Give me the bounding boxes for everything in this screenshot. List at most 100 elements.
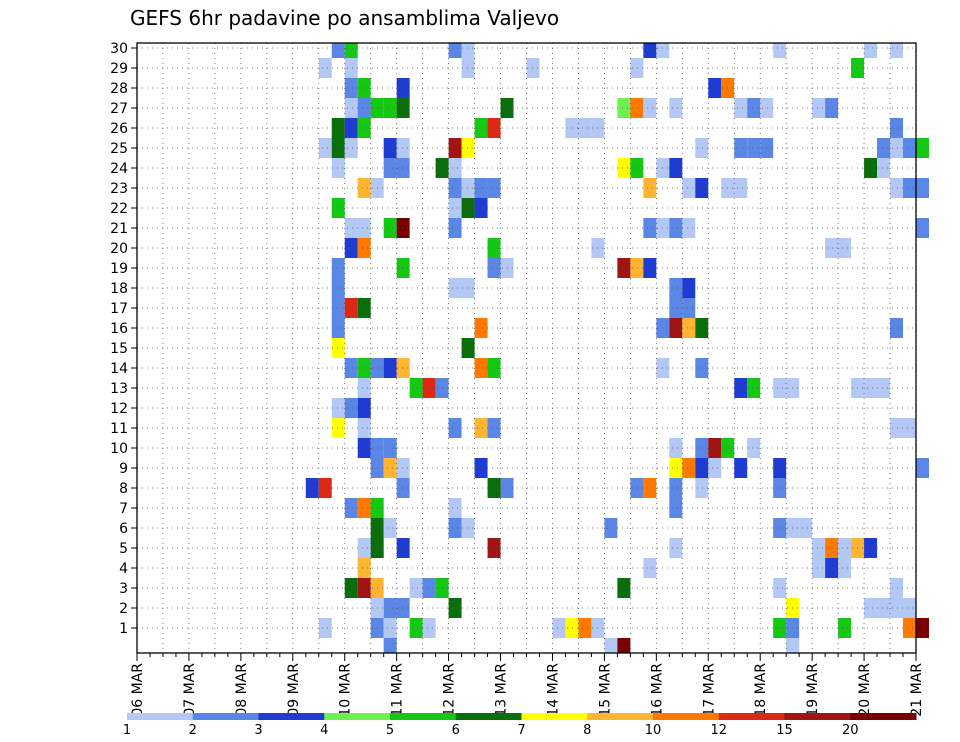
- heatmap-cell: [643, 43, 657, 58]
- heatmap-cell: [734, 178, 748, 198]
- heatmap-cell: [617, 158, 631, 178]
- heatmap-cell: [877, 138, 891, 158]
- y-tick-label: 5: [119, 541, 128, 557]
- heatmap-cell: [396, 538, 410, 558]
- heatmap-cell: [357, 78, 371, 98]
- heatmap-cell: [669, 218, 683, 238]
- heatmap-cell: [318, 138, 332, 158]
- y-tick-label: 30: [110, 41, 128, 57]
- heatmap-cell: [344, 398, 358, 418]
- heatmap-cell: [357, 98, 371, 118]
- heatmap-cell: [903, 138, 916, 158]
- heatmap-cell: [357, 358, 371, 378]
- heatmap-cell: [409, 578, 423, 598]
- heatmap-cell: [890, 118, 904, 138]
- heatmap-cell: [474, 458, 488, 478]
- x-tick-label: 10 MAR: [338, 663, 354, 717]
- heatmap-cell: [474, 318, 488, 338]
- heatmap-cell: [773, 378, 787, 398]
- heatmap-cell: [695, 358, 709, 378]
- heatmap-cell: [396, 98, 410, 118]
- heatmap-cell: [344, 498, 358, 518]
- heatmap-cell: [448, 418, 462, 438]
- heatmap-cell: [916, 458, 929, 478]
- x-tick-label: 17 MAR: [701, 663, 717, 717]
- heatmap-cell: [487, 358, 501, 378]
- legend-label: 12: [710, 723, 727, 738]
- heatmap-cell: [474, 358, 488, 378]
- heatmap-cell: [643, 98, 657, 118]
- legend-swatch: [653, 713, 720, 720]
- y-tick-label: 26: [110, 121, 128, 137]
- heatmap-cell: [396, 158, 410, 178]
- heatmap-cell: [669, 278, 683, 298]
- heatmap-cell: [669, 318, 683, 338]
- x-tick-label: 12 MAR: [442, 663, 458, 717]
- heatmap-cell: [682, 178, 696, 198]
- heatmap-cell: [331, 138, 345, 158]
- heatmap-cell: [799, 518, 813, 538]
- heatmap-cell: [357, 298, 371, 318]
- heatmap-cell: [890, 43, 904, 58]
- y-tick-label: 17: [110, 301, 128, 317]
- heatmap-cell: [396, 78, 410, 98]
- heatmap-cell: [331, 118, 345, 138]
- heatmap-cell: [916, 178, 929, 198]
- heatmap-cell: [773, 618, 787, 638]
- y-tick-label: 10: [110, 441, 128, 457]
- heatmap-cell: [682, 458, 696, 478]
- heatmap-cell: [838, 238, 852, 258]
- heatmap-cell: [682, 318, 696, 338]
- heatmap-cell: [448, 138, 462, 158]
- heatmap-cell: [734, 138, 748, 158]
- heatmap-cell: [669, 498, 683, 518]
- x-tick-label: 15 MAR: [597, 663, 613, 717]
- legend-label: 7: [517, 723, 525, 738]
- legend-swatch: [390, 713, 457, 720]
- heatmap-cell: [409, 378, 423, 398]
- heatmap-cell: [383, 218, 397, 238]
- heatmap-cell: [383, 638, 397, 653]
- heatmap-cell: [903, 178, 916, 198]
- heatmap-cell: [630, 158, 644, 178]
- x-tick-label: 19 MAR: [805, 663, 821, 717]
- y-tick-label: 20: [110, 241, 128, 257]
- legend-label: 5: [386, 723, 394, 738]
- y-tick-label: 24: [110, 161, 128, 177]
- heatmap-cell: [812, 558, 826, 578]
- y-tick-label: 22: [110, 201, 128, 217]
- heatmap-cell: [669, 98, 683, 118]
- legend-label: 20: [842, 723, 859, 738]
- heatmap-cell: [331, 398, 345, 418]
- heatmap-cell: [344, 118, 358, 138]
- heatmap-cell: [695, 478, 709, 498]
- heatmap-cell: [448, 218, 462, 238]
- heatmap-cell: [838, 618, 852, 638]
- heatmap-cell: [747, 378, 761, 398]
- heatmap-cell: [344, 43, 358, 58]
- heatmap-cell: [812, 538, 826, 558]
- heatmap-cell: [357, 578, 371, 598]
- heatmap-cell: [422, 578, 436, 598]
- heatmap-cell: [734, 98, 748, 118]
- heatmap-cell: [617, 258, 631, 278]
- heatmap-cell: [877, 598, 891, 618]
- heatmap-cell: [383, 618, 397, 638]
- heatmap-cell: [461, 278, 475, 298]
- y-tick-label: 2: [119, 601, 128, 617]
- x-tick-label: 07 MAR: [182, 663, 198, 717]
- y-tick-label: 28: [110, 81, 128, 97]
- heatmap-cell: [383, 98, 397, 118]
- heatmap-cell: [396, 478, 410, 498]
- heatmap-cell: [344, 578, 358, 598]
- heatmap-cell: [630, 98, 644, 118]
- heatmap-cell: [383, 158, 397, 178]
- heatmap-cell: [825, 98, 839, 118]
- x-tick-label: 11 MAR: [390, 663, 406, 717]
- y-tick-label: 29: [110, 61, 128, 77]
- x-tick-label: 18 MAR: [753, 663, 769, 717]
- legend-label: 6: [452, 723, 460, 738]
- x-tick-label: 13 MAR: [494, 663, 510, 717]
- heatmap-cell: [890, 598, 904, 618]
- heatmap-cell: [448, 43, 462, 58]
